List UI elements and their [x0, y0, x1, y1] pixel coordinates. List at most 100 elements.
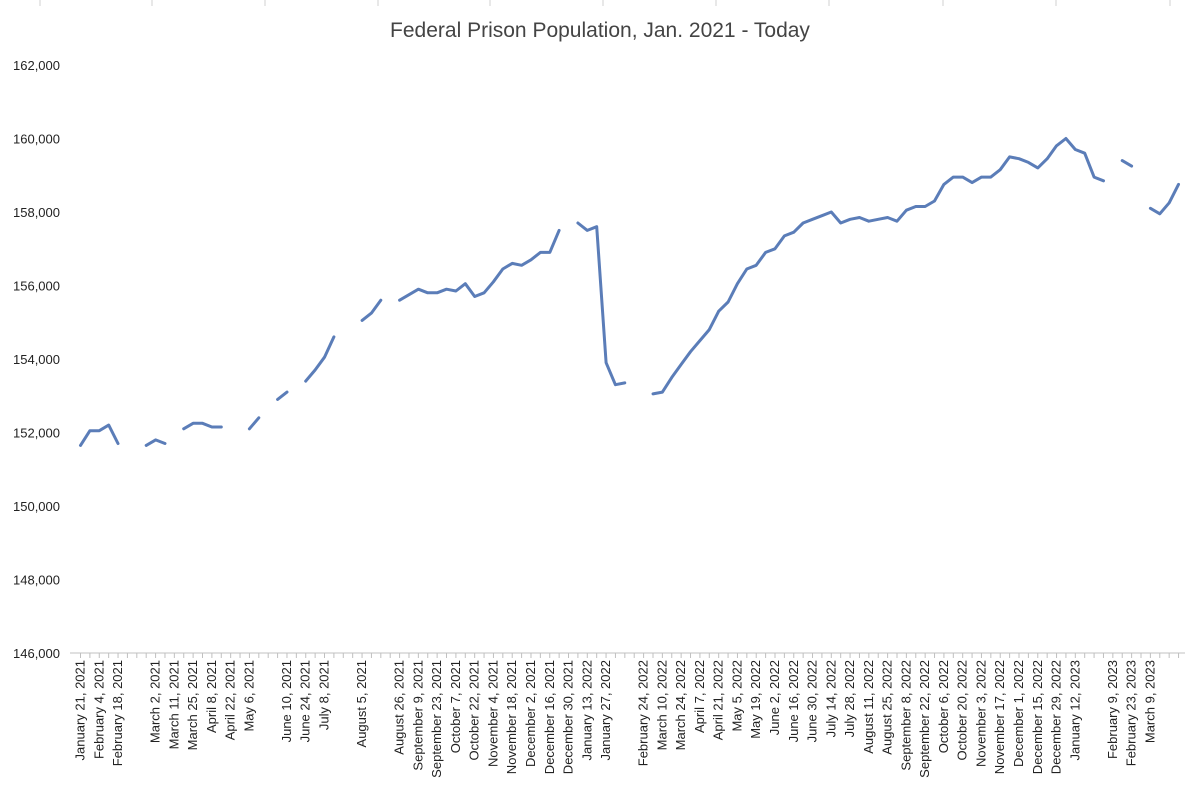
- x-tick-label: September 22, 2022: [917, 660, 932, 778]
- data-point: [1158, 212, 1162, 215]
- data-point: [792, 231, 795, 234]
- data-point: [379, 299, 382, 302]
- data-point: [304, 379, 307, 383]
- data-point: [501, 267, 504, 271]
- series-line-segment: [576, 221, 627, 387]
- data-point: [651, 392, 655, 396]
- data-point: [736, 282, 739, 285]
- data-point: [755, 264, 758, 267]
- x-tick-label: May 6, 2021: [241, 660, 256, 732]
- data-point: [689, 350, 692, 353]
- x-tick-label: March 9, 2023: [1142, 660, 1157, 743]
- data-point: [201, 422, 204, 425]
- series-line-segment: [1120, 159, 1134, 168]
- data-point: [698, 339, 702, 342]
- data-point: [464, 282, 467, 285]
- x-tick-label: February 24, 2022: [636, 660, 651, 766]
- x-tick-label: May 5, 2022: [729, 660, 744, 732]
- x-tick-label: February 18, 2021: [110, 660, 125, 766]
- x-tick-label: March 11, 2021: [166, 660, 181, 749]
- data-point: [473, 295, 476, 298]
- x-tick-label: March 25, 2021: [185, 660, 200, 750]
- x-tick-label: December 1, 2022: [1011, 660, 1026, 767]
- series-line-segment: [79, 423, 120, 447]
- series-line-segment: [304, 335, 336, 383]
- data-point: [905, 209, 908, 212]
- x-tick-label: June 16, 2022: [786, 660, 801, 742]
- x-tick-label: October 7, 2021: [448, 660, 463, 753]
- x-tick-label: July 8, 2021: [317, 660, 332, 730]
- data-point: [1168, 201, 1171, 204]
- data-point: [783, 234, 786, 238]
- data-point: [1083, 152, 1086, 155]
- x-tick-label: January 13, 2022: [579, 660, 594, 760]
- x-tick-label: December 29, 2022: [1049, 660, 1064, 774]
- data-point: [1121, 159, 1124, 162]
- data-point: [717, 310, 720, 313]
- x-tick-label: December 2, 2021: [523, 660, 538, 767]
- x-tick-label: December 30, 2021: [561, 660, 576, 774]
- data-point: [811, 218, 814, 221]
- data-point: [708, 328, 711, 331]
- data-point: [285, 390, 289, 394]
- data-point: [1149, 207, 1152, 210]
- data-point: [445, 288, 448, 291]
- x-tick-label: October 22, 2021: [467, 660, 482, 760]
- data-point: [989, 175, 992, 179]
- data-point: [511, 262, 514, 265]
- x-tick-label: April 21, 2022: [711, 660, 726, 740]
- data-point: [661, 390, 664, 394]
- data-point: [1064, 137, 1068, 140]
- data-point: [1008, 155, 1011, 159]
- data-point: [1177, 183, 1180, 186]
- data-point: [914, 205, 917, 208]
- y-tick-label: 152,000: [13, 426, 60, 441]
- x-tick-label: November 3, 2022: [973, 660, 988, 767]
- y-tick-label: 148,000: [13, 573, 60, 588]
- data-point: [820, 214, 824, 217]
- data-point: [614, 383, 617, 386]
- data-point: [858, 216, 861, 219]
- x-tick-label: April 7, 2022: [692, 660, 707, 733]
- x-tick-label: July 28, 2022: [842, 660, 857, 737]
- data-point: [999, 168, 1002, 171]
- x-tick-label: February 23, 2023: [1124, 660, 1139, 766]
- y-axis: 146,000 148,000 150,000 152,000 154,000 156,0…: [13, 58, 60, 661]
- data-point: [679, 363, 683, 366]
- data-point: [1046, 157, 1049, 160]
- data-point: [79, 444, 82, 447]
- series-line-segment: [360, 298, 383, 322]
- x-tick-label: August 25, 2022: [880, 660, 895, 755]
- data-point: [116, 442, 120, 445]
- data-point: [163, 442, 167, 445]
- data-point: [952, 175, 955, 179]
- data-point: [220, 425, 223, 429]
- y-tick-label: 160,000: [13, 132, 60, 147]
- data-point: [370, 311, 373, 315]
- data-point: [886, 216, 889, 219]
- y-tick-label: 150,000: [13, 499, 60, 514]
- series-prison-population: [79, 137, 1180, 447]
- y-tick-label: 156,000: [13, 279, 60, 294]
- data-point: [398, 299, 401, 302]
- series-line-segment: [398, 228, 561, 302]
- x-tick-label: August 26, 2021: [392, 660, 407, 755]
- x-tick-label: January 21, 2021: [73, 660, 88, 760]
- data-point: [98, 429, 101, 432]
- x-tick-label: April 22, 2021: [223, 660, 238, 740]
- y-tick-label: 146,000: [13, 646, 60, 661]
- x-tick-label: January 27, 2022: [598, 660, 613, 760]
- data-point: [1102, 179, 1105, 182]
- x-tick-label: August 11, 2022: [861, 660, 876, 754]
- x-tick-label: October 6, 2022: [936, 660, 951, 753]
- x-tick-label: June 10, 2021: [279, 660, 294, 742]
- data-point: [604, 361, 608, 364]
- data-point: [145, 444, 148, 447]
- data-point: [1055, 144, 1058, 147]
- data-point: [595, 225, 598, 228]
- data-point: [248, 427, 251, 430]
- chart-title: Federal Prison Population, Jan. 2021 - T…: [390, 19, 810, 42]
- x-tick-label: March 24, 2022: [673, 660, 688, 750]
- data-point: [454, 289, 458, 293]
- x-tick-label: October 20, 2022: [955, 660, 970, 760]
